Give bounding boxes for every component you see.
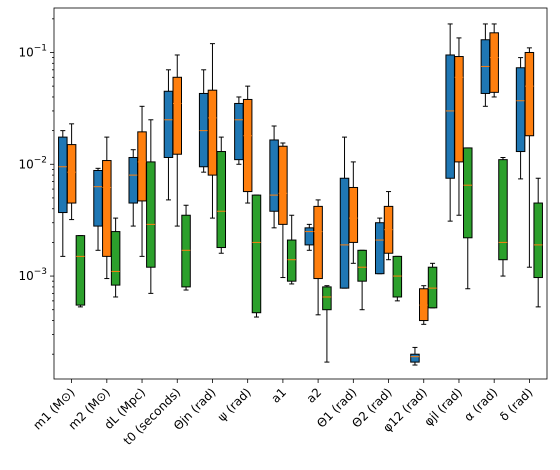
box-body: [66, 144, 77, 204]
box-item: [383, 191, 394, 261]
box-item: [75, 235, 86, 308]
box-body: [181, 214, 191, 288]
box-item: [410, 346, 420, 366]
box-body: [339, 177, 350, 289]
box-body: [304, 227, 315, 246]
box-body: [58, 136, 68, 214]
box-body: [251, 194, 262, 314]
box-body: [269, 139, 279, 212]
box-body: [102, 160, 112, 257]
y-axis: 10−3 10−2 10−1: [18, 18, 54, 355]
box-item: [498, 156, 508, 277]
box-item: [66, 123, 77, 221]
box-body: [146, 161, 156, 268]
y-tick-label: 10−2: [18, 155, 47, 171]
plot-frame: [53, 7, 548, 380]
plot-marks: [58, 23, 543, 366]
box-body: [216, 151, 227, 249]
box-body: [489, 32, 499, 93]
box-item: [348, 161, 359, 264]
series-group: [66, 23, 535, 325]
series-group: [75, 119, 543, 363]
box-item: [102, 136, 112, 280]
box-body: [75, 235, 86, 306]
box-item: [146, 119, 156, 294]
box-item: [110, 217, 121, 298]
box-item: [463, 147, 473, 290]
box-body: [322, 286, 332, 311]
box-body: [172, 76, 182, 155]
box-body: [234, 102, 244, 161]
box-item: [172, 54, 182, 227]
box-body: [533, 202, 543, 279]
box-item: [242, 85, 253, 204]
box-body: [357, 249, 367, 282]
box-item: [313, 199, 323, 316]
box-item: [374, 217, 385, 275]
box-body: [198, 92, 209, 168]
box-body: [410, 353, 420, 363]
y-tick-label: 10−3: [18, 267, 47, 283]
box-item: [419, 285, 429, 325]
box-item: [533, 177, 543, 308]
box-item: [163, 69, 174, 201]
box-body: [110, 231, 121, 286]
box-body: [278, 145, 288, 225]
box-body: [427, 266, 438, 309]
box-body: [207, 89, 218, 176]
box-item: [427, 262, 438, 309]
box-item: [489, 23, 499, 98]
box-body: [313, 205, 323, 280]
box-body: [524, 51, 535, 137]
box-item: [278, 142, 288, 279]
y-tick-label: 10−1: [18, 43, 47, 59]
box-item: [454, 37, 464, 216]
box-body: [242, 98, 253, 193]
box-body: [128, 156, 138, 204]
box-item: [234, 96, 244, 165]
box-body: [454, 56, 464, 163]
box-body: [392, 255, 403, 298]
box-body: [163, 90, 174, 158]
box-body: [515, 67, 526, 153]
box-body: [93, 169, 103, 227]
box-body: [348, 186, 359, 243]
box-item: [251, 194, 262, 318]
box-item: [181, 204, 191, 291]
box-body: [445, 54, 455, 179]
box-item: [216, 136, 227, 254]
box-item: [207, 43, 218, 219]
box-body: [374, 222, 385, 275]
box-item: [357, 249, 367, 311]
box-body: [137, 131, 147, 202]
box-body: [463, 147, 473, 239]
box-item: [322, 285, 332, 363]
box-item: [524, 47, 535, 268]
box-body: [498, 159, 508, 261]
box-item: [286, 214, 297, 285]
box-body: [286, 239, 297, 282]
box-item: [392, 255, 403, 302]
